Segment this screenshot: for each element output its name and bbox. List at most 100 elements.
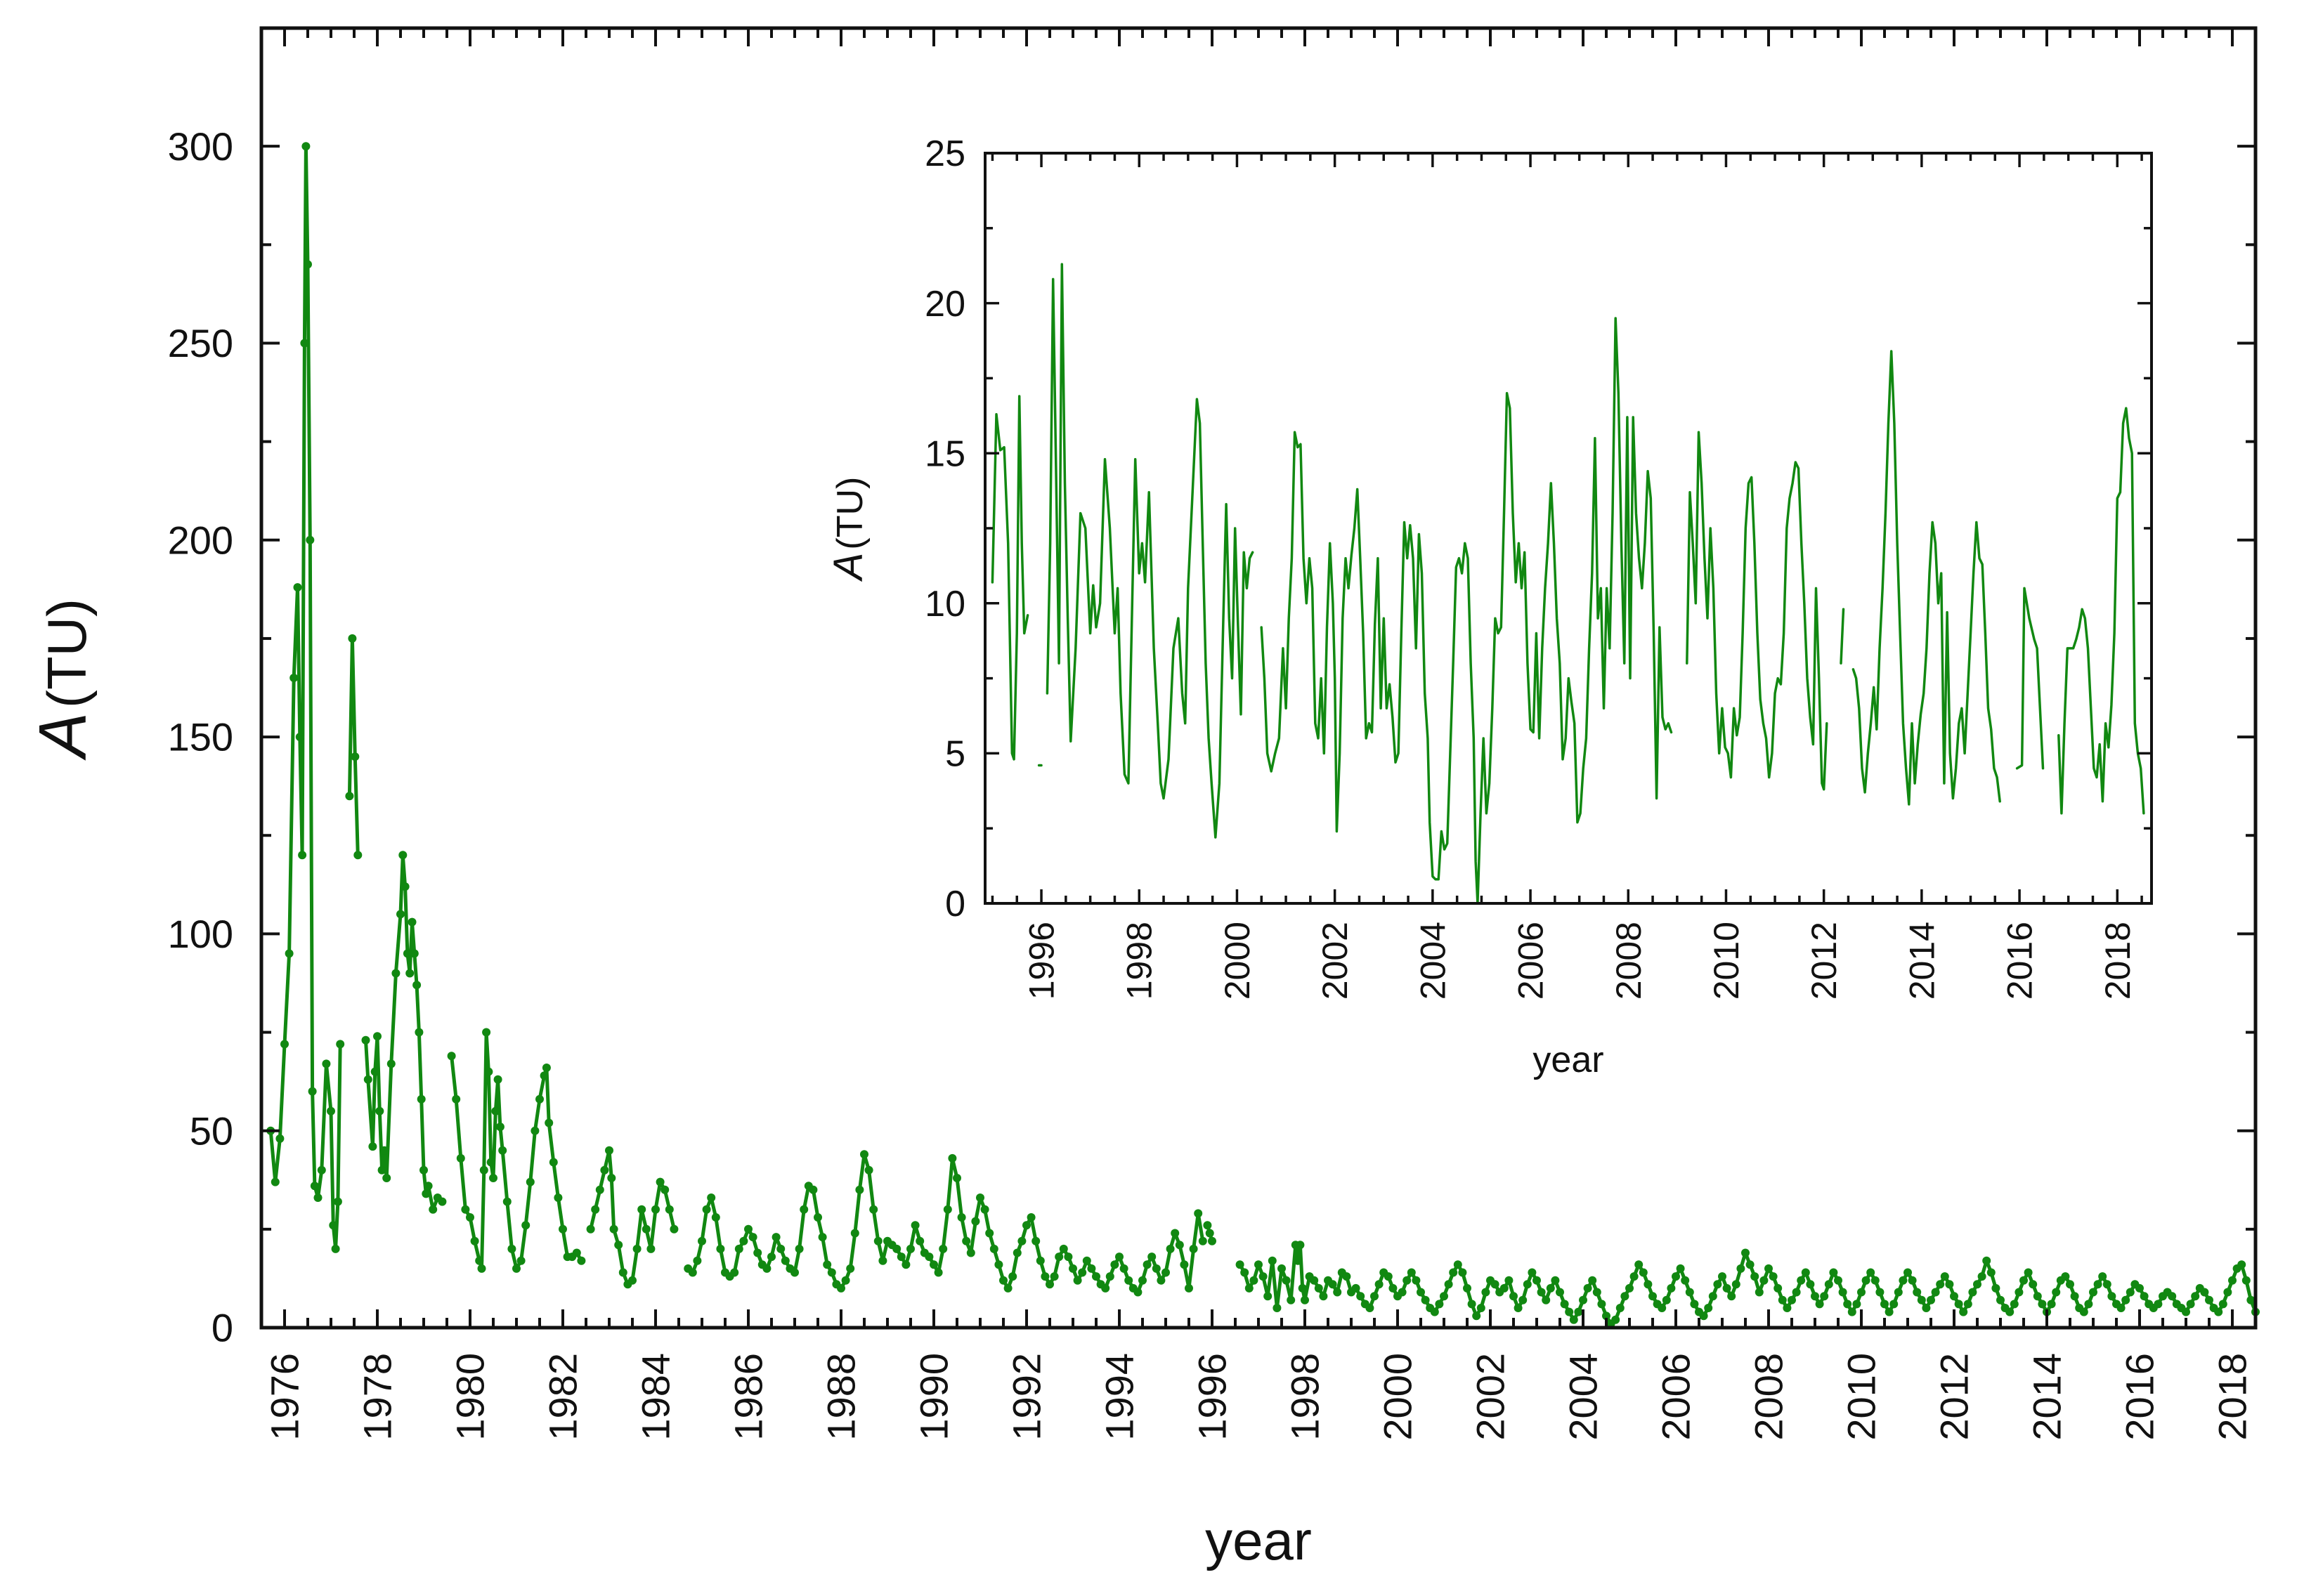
data-point (512, 1264, 521, 1273)
inset-plot-frame (984, 152, 2153, 905)
data-point (1342, 1272, 1351, 1281)
data-point (1927, 1295, 1935, 1304)
x-tick-label: 1984 (634, 1353, 678, 1441)
data-point (1059, 1244, 1068, 1253)
data-point (1504, 1276, 1514, 1285)
data-point (345, 792, 354, 801)
data-point (1384, 1272, 1393, 1281)
data-point (405, 969, 415, 978)
data-point (1727, 1292, 1736, 1301)
data-point (1880, 1300, 1889, 1309)
data-point (545, 1118, 554, 1127)
svg-text:A(TU): A(TU) (25, 598, 100, 761)
data-point (953, 1174, 961, 1182)
x-tick-label: 1996 (1022, 922, 1062, 1000)
data-point (1157, 1276, 1166, 1285)
data-point (1908, 1276, 1917, 1285)
data-point (386, 1059, 396, 1068)
data-point (495, 1123, 505, 1132)
data-point (1588, 1276, 1597, 1285)
data-point (1472, 1312, 1481, 1321)
data-point (1523, 1280, 1532, 1289)
data-point (1430, 1307, 1439, 1316)
data-point (1875, 1288, 1885, 1297)
data-point (1235, 1260, 1244, 1269)
data-point (1788, 1295, 1796, 1304)
data-point (1778, 1295, 1787, 1304)
data-point (456, 1153, 465, 1163)
y-tick-label: 0 (211, 1306, 233, 1350)
data-point (2098, 1272, 2107, 1281)
data-point (2084, 1300, 2093, 1309)
data-point (1913, 1288, 1922, 1297)
x-tick-label: 2010 (1840, 1353, 1884, 1441)
data-point (605, 1146, 613, 1155)
data-point (618, 1268, 627, 1277)
data-point (479, 1165, 488, 1175)
data-point (716, 1244, 725, 1253)
data-point (1467, 1300, 1476, 1309)
data-point (1287, 1295, 1296, 1304)
data-point (656, 1177, 665, 1186)
series-line (686, 1152, 1205, 1294)
data-point (976, 1193, 984, 1202)
x-tick-label: 2002 (1469, 1353, 1513, 1441)
data-point (2052, 1288, 2061, 1297)
data-point (351, 752, 360, 761)
data-point (300, 339, 309, 348)
data-point (1542, 1295, 1551, 1304)
data-point (1986, 1268, 1996, 1277)
data-point (2070, 1292, 2079, 1301)
data-point (1412, 1276, 1421, 1285)
x-tick-label: 2012 (1932, 1353, 1977, 1441)
data-point (999, 1276, 1008, 1285)
data-point (1463, 1283, 1471, 1293)
data-point (1899, 1276, 1908, 1285)
y-tick-label: 300 (168, 124, 233, 169)
data-point (1166, 1244, 1175, 1253)
data-point (363, 1075, 372, 1084)
data-point (327, 1106, 335, 1116)
data-point (1959, 1307, 1968, 1316)
data-point (1263, 1292, 1273, 1301)
y-tick-label: 150 (168, 715, 233, 759)
data-point (1092, 1272, 1100, 1281)
data-point (1282, 1276, 1291, 1285)
x-tick-label: 2008 (1747, 1353, 1791, 1441)
data-point (2121, 1295, 2130, 1304)
data-point (1690, 1300, 1699, 1309)
data-point (1811, 1292, 1819, 1301)
data-point (1087, 1264, 1096, 1273)
data-point (1977, 1272, 1986, 1281)
main-series-group (266, 142, 2260, 1328)
data-point (554, 1193, 563, 1202)
data-point (2033, 1292, 2042, 1301)
data-point (1783, 1304, 1792, 1312)
data-point (489, 1174, 497, 1182)
data-point (2237, 1260, 2246, 1269)
data-point (1551, 1276, 1560, 1285)
y-tick-label: 0 (945, 884, 965, 924)
data-point (304, 260, 312, 269)
data-point (438, 1197, 447, 1206)
data-point (1444, 1280, 1453, 1289)
data-point (1583, 1283, 1592, 1293)
data-point (1027, 1213, 1036, 1222)
data-point (1036, 1256, 1045, 1265)
data-point (1838, 1288, 1847, 1297)
data-point (2154, 1300, 2163, 1309)
data-point (864, 1165, 873, 1175)
data-point (1013, 1248, 1022, 1257)
data-point (526, 1177, 535, 1186)
data-point (1866, 1268, 1875, 1277)
inset-ticks-group: 0 5 10 15 20 25 1996 1998 2000 2002 2004 2006 2008 20… (925, 133, 2152, 1000)
data-point (906, 1244, 915, 1253)
x-tick-label: 2018 (2211, 1353, 2255, 1441)
data-point (417, 1094, 426, 1104)
data-point (398, 851, 408, 860)
data-point (1532, 1276, 1541, 1285)
data-point (1565, 1307, 1574, 1316)
data-point (966, 1248, 975, 1257)
data-point (1852, 1300, 1861, 1309)
